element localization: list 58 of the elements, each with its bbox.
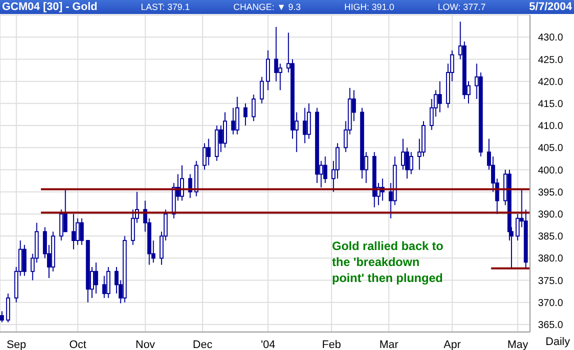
candlestick bbox=[266, 50, 270, 91]
candlestick bbox=[206, 138, 211, 166]
candlestick bbox=[231, 107, 236, 135]
candlestick bbox=[0, 310, 4, 323]
candlestick bbox=[438, 80, 442, 113]
x-tick-label: May bbox=[507, 338, 529, 350]
candlestick bbox=[102, 275, 106, 298]
candlestick bbox=[202, 142, 207, 170]
candlestick bbox=[6, 293, 10, 323]
annotation: Gold rallied back to the 'breakdown point' then plunged bbox=[332, 238, 444, 286]
text: LOW: 377.7 bbox=[438, 2, 486, 12]
candlestick bbox=[180, 164, 184, 202]
candlestick bbox=[76, 218, 80, 246]
x-tick-label: Sep bbox=[6, 338, 26, 350]
y-tick-label: 425.0 bbox=[538, 54, 564, 66]
chart-title: GCM04 [30] - Gold bbox=[2, 1, 98, 13]
x-tick-label: Nov bbox=[136, 338, 156, 350]
y-tick-label: 420.0 bbox=[538, 76, 564, 88]
candlestick bbox=[302, 107, 307, 144]
y-tick-label: 415.0 bbox=[538, 98, 564, 110]
y-tick-label: 430.0 bbox=[538, 32, 564, 44]
x-tick-label: Mar bbox=[379, 338, 399, 350]
text: 5/7/2004 bbox=[529, 1, 572, 13]
candlestick bbox=[80, 218, 84, 246]
text: LAST: 379.1 bbox=[140, 2, 190, 12]
text: CHANGE: ▼ 9.3 bbox=[233, 2, 301, 12]
y-tick-label: 385.0 bbox=[538, 232, 564, 243]
y-tick-label: 365.0 bbox=[538, 320, 564, 332]
candlestick bbox=[243, 102, 248, 126]
candlestick bbox=[94, 262, 98, 294]
y-tick-label: 410.0 bbox=[538, 121, 564, 132]
y-tick-label: 400.0 bbox=[538, 165, 564, 176]
x-tick-label: Oct bbox=[69, 338, 86, 350]
candlestick bbox=[401, 138, 406, 170]
y-tick-label: 380.0 bbox=[538, 254, 564, 265]
text: HIGH: 391.0 bbox=[344, 2, 394, 12]
x-tick-label: Dec bbox=[192, 338, 213, 350]
candlestick bbox=[59, 209, 64, 241]
x-axis-title: Daily bbox=[546, 336, 570, 348]
x-tick-label: '04 bbox=[260, 338, 276, 350]
y-tick-label: 370.0 bbox=[538, 298, 564, 309]
candlestick bbox=[260, 76, 264, 104]
candlestick bbox=[409, 152, 414, 175]
candlestick bbox=[306, 102, 311, 140]
candlestick bbox=[63, 188, 68, 232]
candlestick bbox=[323, 156, 328, 184]
x-tick-label: Apr bbox=[444, 338, 462, 350]
candlestick bbox=[106, 266, 110, 298]
candlestick bbox=[252, 94, 256, 122]
candlestick bbox=[72, 213, 76, 250]
candlestick bbox=[222, 112, 227, 148]
x-tick-label: Feb bbox=[322, 338, 341, 350]
candlestick bbox=[235, 96, 240, 135]
y-tick-label: 390.0 bbox=[538, 210, 564, 221]
y-tick-label: 405.0 bbox=[538, 143, 564, 154]
y-tick-label: 395.0 bbox=[538, 187, 564, 198]
y-tick-label: 375.0 bbox=[538, 276, 564, 287]
candlestick bbox=[22, 244, 26, 276]
